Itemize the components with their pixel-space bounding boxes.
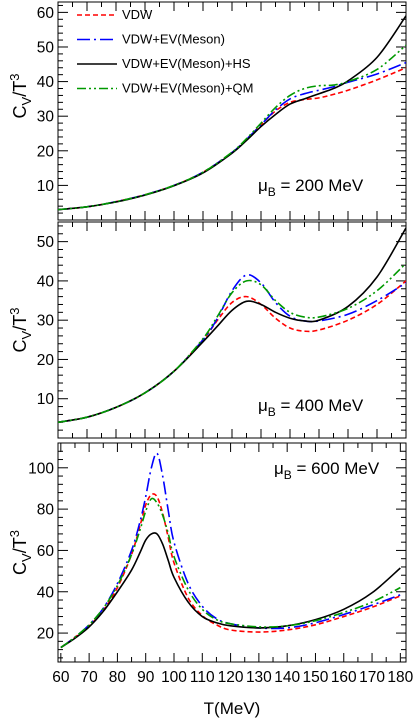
x-tick-label: 150 bbox=[303, 669, 329, 686]
y-tick-label: 40 bbox=[37, 584, 55, 601]
series-line-1 bbox=[60, 493, 401, 649]
x-tick-label: 120 bbox=[218, 669, 244, 686]
y-tick-label: 10 bbox=[37, 178, 55, 195]
y-tick-label: 50 bbox=[37, 39, 55, 56]
legend-label-2: VDW+EV(Meson) bbox=[122, 32, 225, 47]
y-tick-label: 100 bbox=[28, 460, 54, 477]
x-tick-label: 100 bbox=[161, 669, 187, 686]
series-line-3 bbox=[58, 227, 406, 424]
y-axis-label: CV/T3 bbox=[7, 74, 34, 119]
y-tick-label: 20 bbox=[37, 626, 55, 643]
x-tick-label: 80 bbox=[109, 669, 127, 686]
y-tick-label: 60 bbox=[37, 5, 55, 22]
y-axis-label: CV/T3 bbox=[7, 308, 34, 353]
series-line-4 bbox=[58, 262, 406, 424]
x-tick-label: 130 bbox=[246, 669, 272, 686]
x-tick-label: 110 bbox=[190, 669, 215, 686]
panel-1: 10 20 30 40 50 60 CV/T3 μB = 200 MeV VDW VDW+EV(M… bbox=[7, 1, 407, 221]
legend-label-4: VDW+EV(Meson)+QM bbox=[122, 81, 253, 96]
plot-frame bbox=[57, 442, 407, 663]
x-axis-label: T(MeV) bbox=[204, 699, 261, 718]
mu-annotation: μB = 600 MeV bbox=[274, 459, 380, 482]
y-tick-label: 80 bbox=[37, 502, 55, 519]
y-tick-label: 30 bbox=[37, 313, 55, 330]
y-tick-label: 10 bbox=[37, 391, 55, 408]
series-line-2 bbox=[58, 273, 406, 424]
series-line-2 bbox=[60, 452, 401, 649]
x-tick-label: 90 bbox=[137, 669, 155, 686]
y-tick-label: 40 bbox=[37, 273, 55, 290]
series-line-4 bbox=[58, 44, 406, 211]
legend-label-3: VDW+EV(Meson)+HS bbox=[122, 56, 251, 71]
x-tick-label: 180 bbox=[387, 669, 413, 686]
series-line-4 bbox=[60, 497, 401, 649]
y-tick-label: 30 bbox=[37, 109, 55, 126]
y-tick-label: 20 bbox=[37, 143, 55, 160]
x-tick-label: 70 bbox=[80, 669, 98, 686]
y-axis-label: CV/T3 bbox=[7, 530, 34, 575]
mu-annotation: μB = 400 MeV bbox=[258, 396, 364, 419]
x-tick-label: 160 bbox=[331, 669, 357, 686]
series-line-3 bbox=[60, 532, 401, 649]
x-tick-label: 170 bbox=[359, 669, 385, 686]
x-tick-label: 60 bbox=[52, 669, 70, 686]
y-tick-label: 50 bbox=[37, 234, 55, 251]
mu-annotation: μB = 200 MeV bbox=[258, 176, 364, 199]
y-tick-label: 20 bbox=[37, 352, 55, 369]
legend-label-1: VDW bbox=[122, 7, 153, 22]
x-tick-label: 140 bbox=[274, 669, 300, 686]
y-tick-label: 40 bbox=[37, 74, 55, 91]
panel-2: 10 20 30 40 50 CV/T3 μB = 400 MeV bbox=[7, 221, 407, 439]
y-tick-label: 60 bbox=[37, 543, 55, 560]
